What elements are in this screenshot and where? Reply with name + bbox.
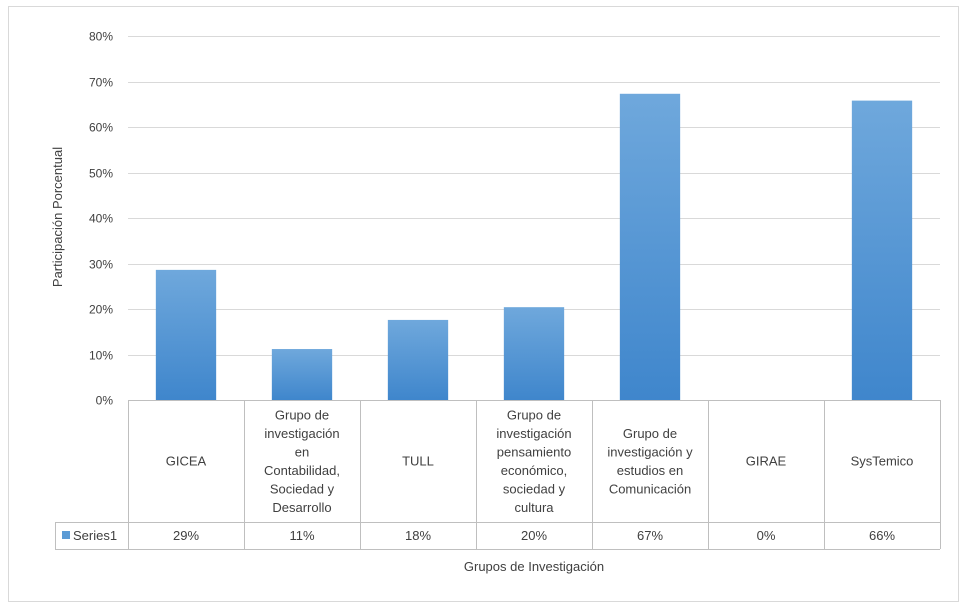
category-label: GIRAE bbox=[746, 454, 787, 469]
bar bbox=[155, 269, 217, 400]
category-label: Grupo de investigación pensamiento económic… bbox=[496, 407, 571, 515]
y-tick-label: 20% bbox=[89, 303, 113, 317]
bars bbox=[155, 93, 913, 401]
y-axis-ticks: 0% 10% 20% 30% 40% 50% 60% 70% 80% bbox=[89, 30, 113, 408]
bar bbox=[851, 100, 913, 401]
y-tick-label: 80% bbox=[89, 30, 113, 44]
bar bbox=[271, 349, 333, 400]
series-name: Series1 bbox=[73, 528, 117, 543]
y-tick-label: 40% bbox=[89, 212, 113, 226]
y-tick-label: 60% bbox=[89, 121, 113, 135]
y-tick-label: 70% bbox=[89, 76, 113, 90]
y-tick-label: 30% bbox=[89, 258, 113, 272]
bar bbox=[619, 93, 681, 400]
data-label: 66% bbox=[869, 528, 895, 543]
category-label: Grupo de investigación y estudios en Comuni… bbox=[607, 426, 693, 497]
y-axis-title: Participación Porcentual bbox=[50, 147, 65, 287]
gridlines bbox=[128, 36, 940, 356]
data-label: 18% bbox=[405, 528, 431, 543]
category-label: Grupo de investigación en Contabilidad, Soci… bbox=[264, 407, 340, 515]
category-label: TULL bbox=[402, 454, 434, 469]
data-label: 20% bbox=[521, 528, 547, 543]
legend-key bbox=[62, 531, 70, 539]
category-label: GICEA bbox=[166, 454, 207, 469]
data-label: 29% bbox=[173, 528, 199, 543]
data-label: 67% bbox=[637, 528, 663, 543]
data-table: GICEA Grupo de investigación en Contabilidad… bbox=[55, 400, 941, 550]
chart-border bbox=[8, 6, 959, 602]
x-axis-title: Grupos de Investigación bbox=[464, 559, 604, 574]
bar bbox=[503, 307, 565, 400]
data-label: 0% bbox=[757, 528, 776, 543]
y-tick-label: 10% bbox=[89, 349, 113, 363]
bar bbox=[387, 319, 449, 400]
y-tick-label: 0% bbox=[96, 394, 114, 408]
data-label: 11% bbox=[289, 528, 314, 543]
category-label: SysTemico bbox=[851, 454, 914, 469]
y-tick-label: 50% bbox=[89, 167, 113, 181]
